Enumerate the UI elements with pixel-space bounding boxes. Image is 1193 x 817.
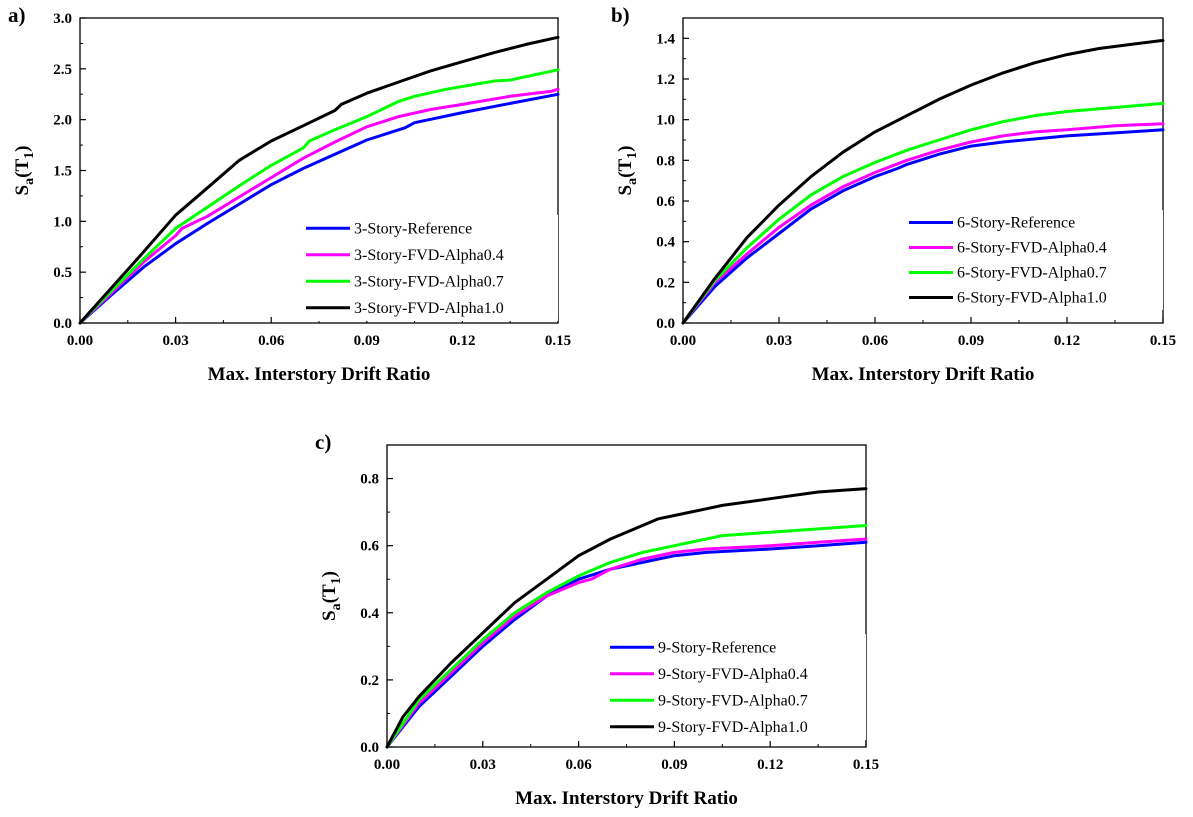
panel-label: b) — [611, 3, 630, 27]
legend-label: 9-Story-FVD-Alpha0.7 — [658, 692, 808, 709]
legend-label: 9-Story-FVD-Alpha0.4 — [658, 666, 808, 683]
y-axis-title-part: S — [12, 185, 33, 196]
y-tick-label: 2.0 — [53, 113, 72, 129]
y-axis-title-part: (T — [615, 159, 636, 178]
series-line-2 — [385, 524, 868, 749]
y-tick-label: 0.0 — [360, 740, 379, 756]
series-line-3 — [681, 38, 1165, 325]
legend-label: 3-Story-FVD-Alpha0.4 — [354, 247, 504, 264]
y-tick-label: 3.0 — [53, 11, 72, 27]
legend-label: 3-Story-FVD-Alpha1.0 — [354, 300, 504, 317]
x-tick-label: 0.12 — [757, 757, 783, 773]
y-axis-title-part: 1 — [22, 152, 37, 159]
x-tick-label: 0.15 — [1150, 333, 1176, 349]
x-tick-label: 0.09 — [661, 757, 687, 773]
legend-label: 6-Story-FVD-Alpha0.4 — [957, 240, 1107, 257]
series-line-1 — [681, 122, 1165, 325]
y-tick-label: 1.2 — [656, 72, 675, 88]
legend-label: 6-Story-Reference — [957, 215, 1075, 232]
x-tick-label: 0.06 — [565, 757, 592, 773]
legend-box — [302, 215, 558, 321]
x-tick-label: 0.03 — [470, 757, 496, 773]
y-tick-label: 1.0 — [53, 214, 72, 230]
legend-box — [905, 210, 1163, 310]
panel-b: 0.00 0.03 0.06 0.09 0.12 0.15 0.0 0.2 0.4 0.6 0.8 1… — [611, 3, 1176, 385]
y-tick-label: 1.5 — [53, 164, 72, 180]
x-tick-label: 0.06 — [258, 333, 285, 349]
panel-c: 0.00 0.03 0.06 0.09 0.12 0.15 0.0 0.2 0.4 0.6 0.8 M… — [315, 430, 879, 809]
y-axis-title-part: S — [319, 610, 340, 621]
x-tick-label: 0.15 — [853, 757, 879, 773]
y-tick-label: 0.8 — [656, 153, 675, 169]
series-line-2 — [681, 101, 1165, 325]
y-tick-label: 0.4 — [360, 606, 379, 622]
panel-label: a) — [8, 3, 26, 27]
y-axis-title-part: S — [615, 185, 636, 196]
y-axis-title: Sa(T1) — [12, 146, 37, 196]
y-axis-title-part: a — [22, 178, 37, 185]
y-tick-label: 1.0 — [656, 113, 675, 129]
y-axis-title-part: 1 — [329, 577, 344, 584]
y-axis-title-part: ) — [319, 571, 340, 577]
legend-label: 3-Story-FVD-Alpha0.7 — [354, 273, 504, 290]
y-tick-label: 0.2 — [656, 275, 675, 291]
y-axis-title-part: (T — [319, 584, 340, 603]
x-axis-title: Max. Interstory Drift Ratio — [515, 788, 738, 809]
series-line-1 — [78, 87, 560, 325]
x-tick-label: 0.00 — [374, 757, 400, 773]
x-axis-title: Max. Interstory Drift Ratio — [208, 364, 431, 385]
x-tick-label: 0.12 — [1054, 333, 1080, 349]
legend-label: 3-Story-Reference — [354, 220, 472, 237]
x-tick-label: 0.09 — [354, 333, 380, 349]
legend-label: 6-Story-FVD-Alpha0.7 — [957, 265, 1107, 282]
y-tick-label: 0.4 — [656, 235, 675, 251]
series-line-1 — [385, 537, 868, 749]
y-tick-label: 0.6 — [360, 539, 379, 555]
x-tick-label: 0.09 — [958, 333, 984, 349]
y-tick-label: 0.2 — [360, 673, 379, 689]
y-axis-title-part: 1 — [625, 152, 640, 159]
series-line-2 — [78, 68, 560, 325]
y-tick-label: 0.0 — [656, 316, 675, 332]
x-tick-label: 0.00 — [670, 333, 696, 349]
legend-label: 9-Story-Reference — [658, 639, 776, 656]
series-line-0 — [681, 128, 1165, 325]
y-tick-label: 0.5 — [53, 265, 72, 281]
x-tick-label: 0.00 — [67, 333, 93, 349]
y-axis-title-part: a — [625, 178, 640, 185]
y-tick-label: 0.6 — [656, 194, 675, 210]
x-tick-label: 0.03 — [766, 333, 792, 349]
y-tick-label: 0.0 — [53, 316, 72, 332]
panel-a: 0.00 0.03 0.06 0.09 0.12 0.15 0.0 0.5 1.0 1.5 2.0 2… — [8, 3, 571, 385]
y-tick-label: 0.8 — [360, 472, 379, 488]
x-tick-label: 0.03 — [162, 333, 188, 349]
y-tick-label: 2.5 — [53, 62, 72, 78]
legend-box — [606, 634, 866, 740]
panel-label: c) — [315, 430, 331, 454]
y-tick-label: 1.4 — [656, 31, 675, 47]
y-axis-title-part: ) — [615, 146, 636, 152]
y-axis-title-part: (T — [12, 159, 33, 178]
y-axis-title-part: a — [329, 603, 344, 610]
y-axis-title-part: ) — [12, 146, 33, 152]
legend-label: 6-Story-FVD-Alpha1.0 — [957, 290, 1107, 307]
x-axis-title: Max. Interstory Drift Ratio — [812, 364, 1035, 385]
series-line-3 — [385, 487, 868, 749]
series-line-0 — [78, 92, 560, 325]
legend-label: 9-Story-FVD-Alpha1.0 — [658, 719, 808, 736]
series-line-3 — [78, 35, 560, 325]
y-axis-title: Sa(T1) — [319, 571, 344, 621]
series-line-0 — [385, 540, 868, 749]
y-axis-title: Sa(T1) — [615, 146, 640, 196]
x-tick-label: 0.15 — [545, 333, 571, 349]
x-tick-label: 0.06 — [862, 333, 889, 349]
x-tick-label: 0.12 — [449, 333, 475, 349]
